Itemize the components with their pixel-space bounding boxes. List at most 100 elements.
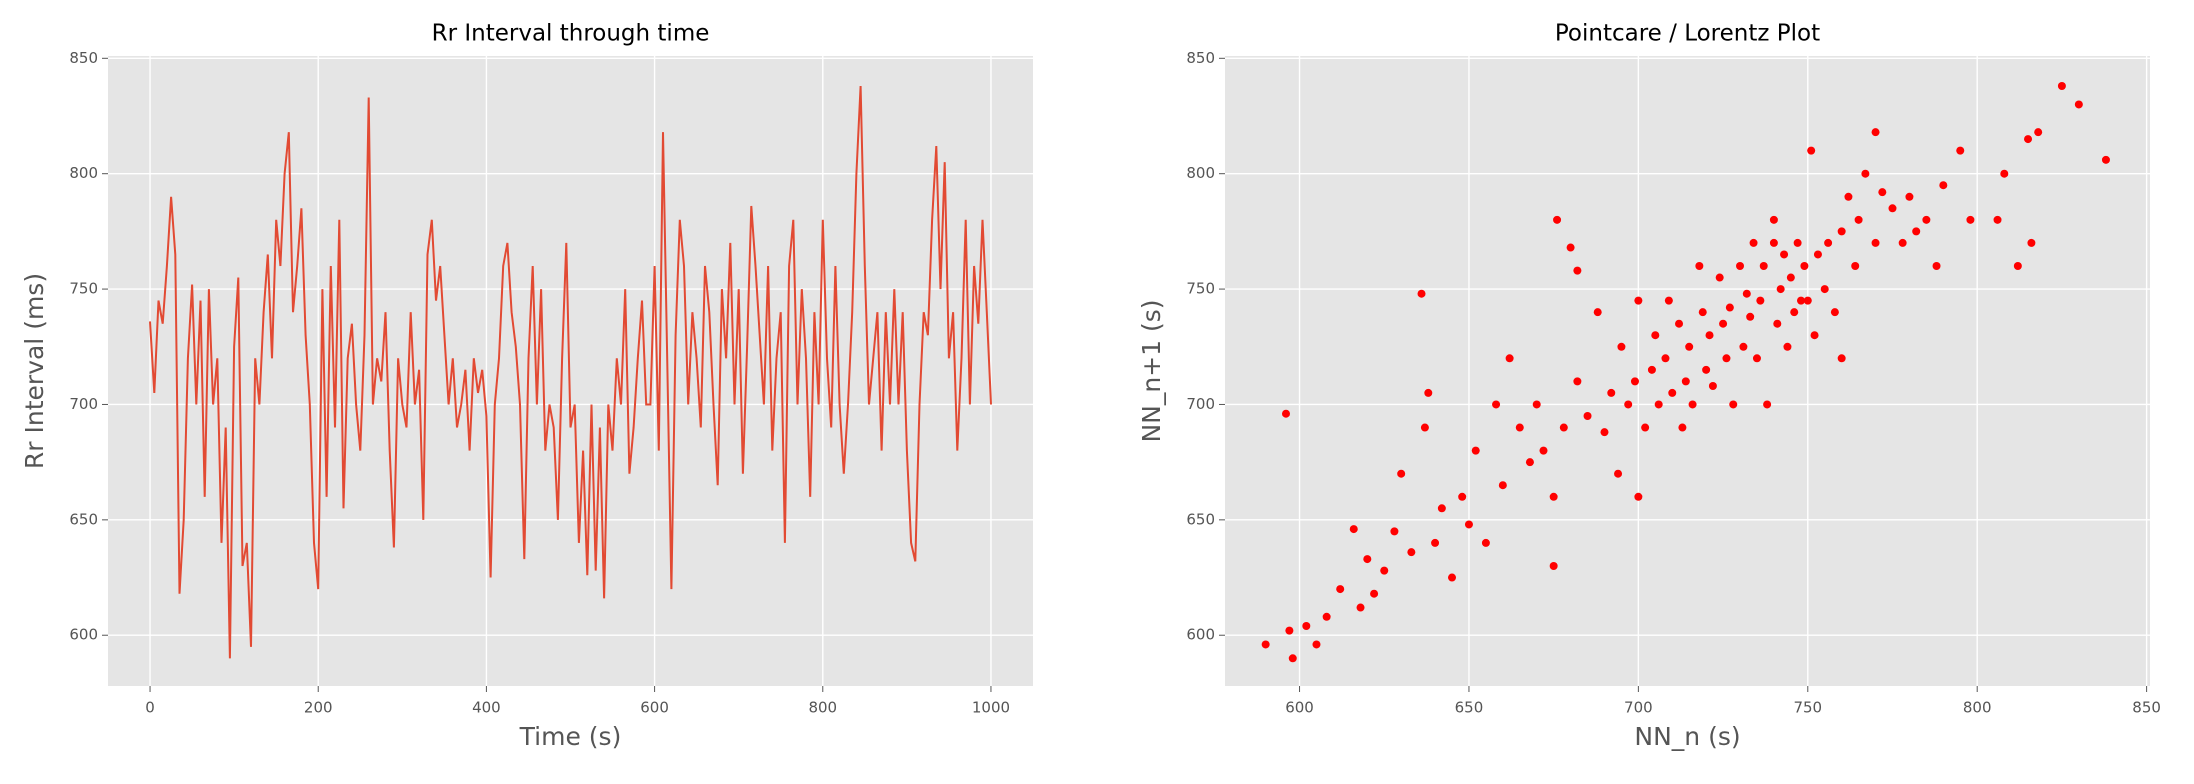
scatter-point (1312, 640, 1321, 649)
scatter-point (1824, 238, 1833, 247)
scatter-point (1424, 388, 1433, 397)
x-axis-label: NN_n (s) (1634, 722, 1740, 751)
y-tick-label: 650 (1186, 510, 1215, 528)
scatter-point (2057, 82, 2066, 90)
scatter-point (1966, 215, 1975, 224)
plot-area (1225, 56, 2150, 686)
scatter-point (1878, 188, 1887, 197)
scatter-point (1702, 365, 1711, 374)
scatter-point (1871, 128, 1880, 137)
scatter-point (1807, 146, 1816, 155)
y-tick-label: 800 (1186, 164, 1215, 182)
scatter-point (1559, 423, 1568, 432)
scatter-point (1624, 400, 1633, 409)
x-tick-label: 850 (2132, 699, 2161, 717)
y-tick-label: 750 (1186, 280, 1215, 298)
scatter-point (1722, 354, 1731, 363)
scatter-point (1464, 520, 1473, 529)
scatter-point (1780, 250, 1789, 259)
x-tick-label: 650 (1455, 699, 1484, 717)
scatter-point (1437, 504, 1446, 513)
scatter-point (1898, 238, 1907, 247)
scatter-point (1793, 238, 1802, 247)
y-tick-label: 700 (1186, 395, 1215, 413)
scatter-point (1725, 303, 1734, 312)
scatter-point (1922, 215, 1931, 224)
x-tick-label: 600 (640, 699, 669, 717)
x-tick-label: 1000 (972, 699, 1010, 717)
scatter-point (1549, 562, 1558, 570)
scatter-point (1956, 146, 1965, 155)
scatter-point (1573, 377, 1582, 386)
scatter-point (1370, 589, 1379, 598)
scatter-point (2013, 262, 2022, 270)
x-tick-label: 400 (472, 699, 501, 717)
y-tick-label: 850 (1186, 49, 1215, 67)
data-line (149, 85, 992, 659)
x-tick-label: 800 (1963, 699, 1992, 717)
scatter-point (1756, 296, 1765, 305)
scatter-point (1492, 400, 1501, 409)
scatter-point (1742, 289, 1751, 298)
scatter-point (1573, 266, 1582, 275)
y-tick-label: 850 (69, 49, 98, 67)
y-axis-label: Rr Interval (ms) (20, 273, 49, 469)
scatter-point (1786, 273, 1795, 282)
scatter-point (1593, 308, 1602, 317)
scatter-point (1773, 319, 1782, 328)
scatter-point (1688, 400, 1697, 409)
scatter-point (1448, 573, 1457, 582)
scatter-point (1678, 423, 1687, 432)
scatter-point (1803, 296, 1812, 305)
scatter-point (1498, 481, 1507, 490)
subplot: 600 650 700 750 800 850 0 200 400 600 800 1000 Rr In… (20, 21, 1033, 751)
scatter-point (1912, 227, 1921, 236)
scatter-point (1837, 354, 1846, 363)
scatter-point (1583, 412, 1592, 420)
scatter-point (1525, 458, 1534, 467)
scatter-point (1932, 262, 1941, 270)
scatter-point (1769, 215, 1778, 224)
scatter-point (1532, 400, 1541, 409)
scatter-point (1739, 342, 1748, 351)
scatter-point (1729, 400, 1738, 409)
scatter-point (1871, 238, 1880, 247)
scatter-point (1336, 585, 1345, 594)
scatter-point (1651, 331, 1660, 340)
x-tick-label: 750 (1793, 699, 1822, 717)
scatter-point (1549, 492, 1558, 501)
scatter-point (1668, 388, 1677, 397)
scatter-point (1617, 342, 1626, 351)
scatter-point (1281, 409, 1290, 418)
scatter-point (1390, 527, 1399, 536)
scatter-point (2074, 100, 2083, 109)
scatter-point (2101, 155, 2110, 164)
scatter-point (1634, 296, 1643, 305)
y-tick-label: 750 (69, 280, 98, 298)
scatter-point (1763, 400, 1772, 409)
chart-title: Rr Interval through time (432, 21, 710, 47)
scatter-point (1661, 354, 1670, 363)
scatter-point (1749, 238, 1758, 247)
scatter-point (1708, 382, 1717, 390)
scatter-point (1844, 192, 1853, 201)
scatter-point (1675, 319, 1684, 328)
scatter-point (1776, 285, 1785, 294)
chart-title: Pointcare / Lorentz Plot (1555, 21, 1820, 47)
scatter-point (1681, 377, 1690, 386)
scatter-point (1810, 331, 1819, 340)
scatter-point (1746, 312, 1755, 321)
scatter-point (1458, 492, 1467, 501)
x-tick-label: 600 (1285, 699, 1314, 717)
scatter-point (1837, 227, 1846, 236)
scatter-point (2024, 135, 2033, 144)
plot-area (108, 56, 1033, 686)
scatter-point (1647, 365, 1656, 374)
scatter-point (1417, 289, 1426, 298)
scatter-point (1261, 640, 1270, 649)
x-tick-label: 800 (808, 699, 837, 717)
scatter-point (2000, 169, 2009, 178)
scatter-point (1614, 469, 1623, 478)
scatter-point (1830, 308, 1839, 317)
